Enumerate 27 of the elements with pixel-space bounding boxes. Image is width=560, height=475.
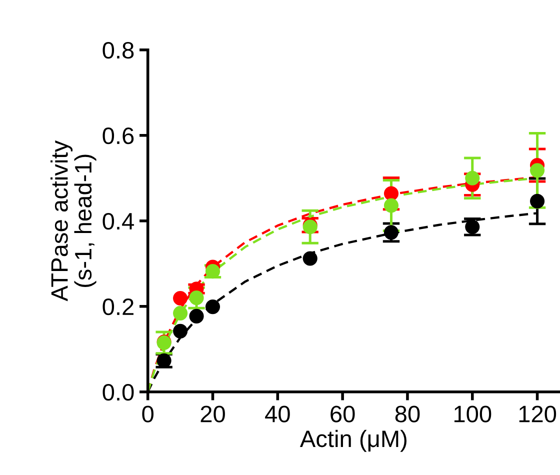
point (205, 300, 220, 314)
x-axis-title: Actin (μM) (300, 430, 406, 452)
point (384, 198, 399, 213)
point (384, 225, 399, 240)
point (530, 163, 545, 178)
point (173, 324, 188, 338)
x-tick-label: 40 (265, 406, 290, 422)
x-tick-label: 80 (395, 406, 420, 422)
point (384, 186, 399, 201)
point (302, 251, 318, 266)
y-axis-title: ATPase activity (s-1, head-1) (50, 140, 96, 302)
y-tick-label: 0.8 (102, 42, 134, 59)
x-tick-label: 120 (519, 406, 556, 422)
x-tick-label: 20 (200, 406, 225, 422)
point (173, 290, 188, 306)
y-tick-label: 0.4 (102, 212, 134, 230)
y-tick-label: 0.2 (102, 298, 134, 316)
point (189, 308, 204, 324)
y-tick-label: 0.0 (102, 384, 134, 401)
point (189, 290, 204, 306)
point (465, 170, 480, 186)
point (173, 306, 188, 320)
x-tick-label: 60 (330, 406, 355, 422)
x-tick-label: 0 (142, 406, 154, 422)
x-tick-label: 100 (454, 406, 492, 422)
y-tick-label: 0.6 (102, 127, 134, 144)
point (530, 194, 545, 208)
